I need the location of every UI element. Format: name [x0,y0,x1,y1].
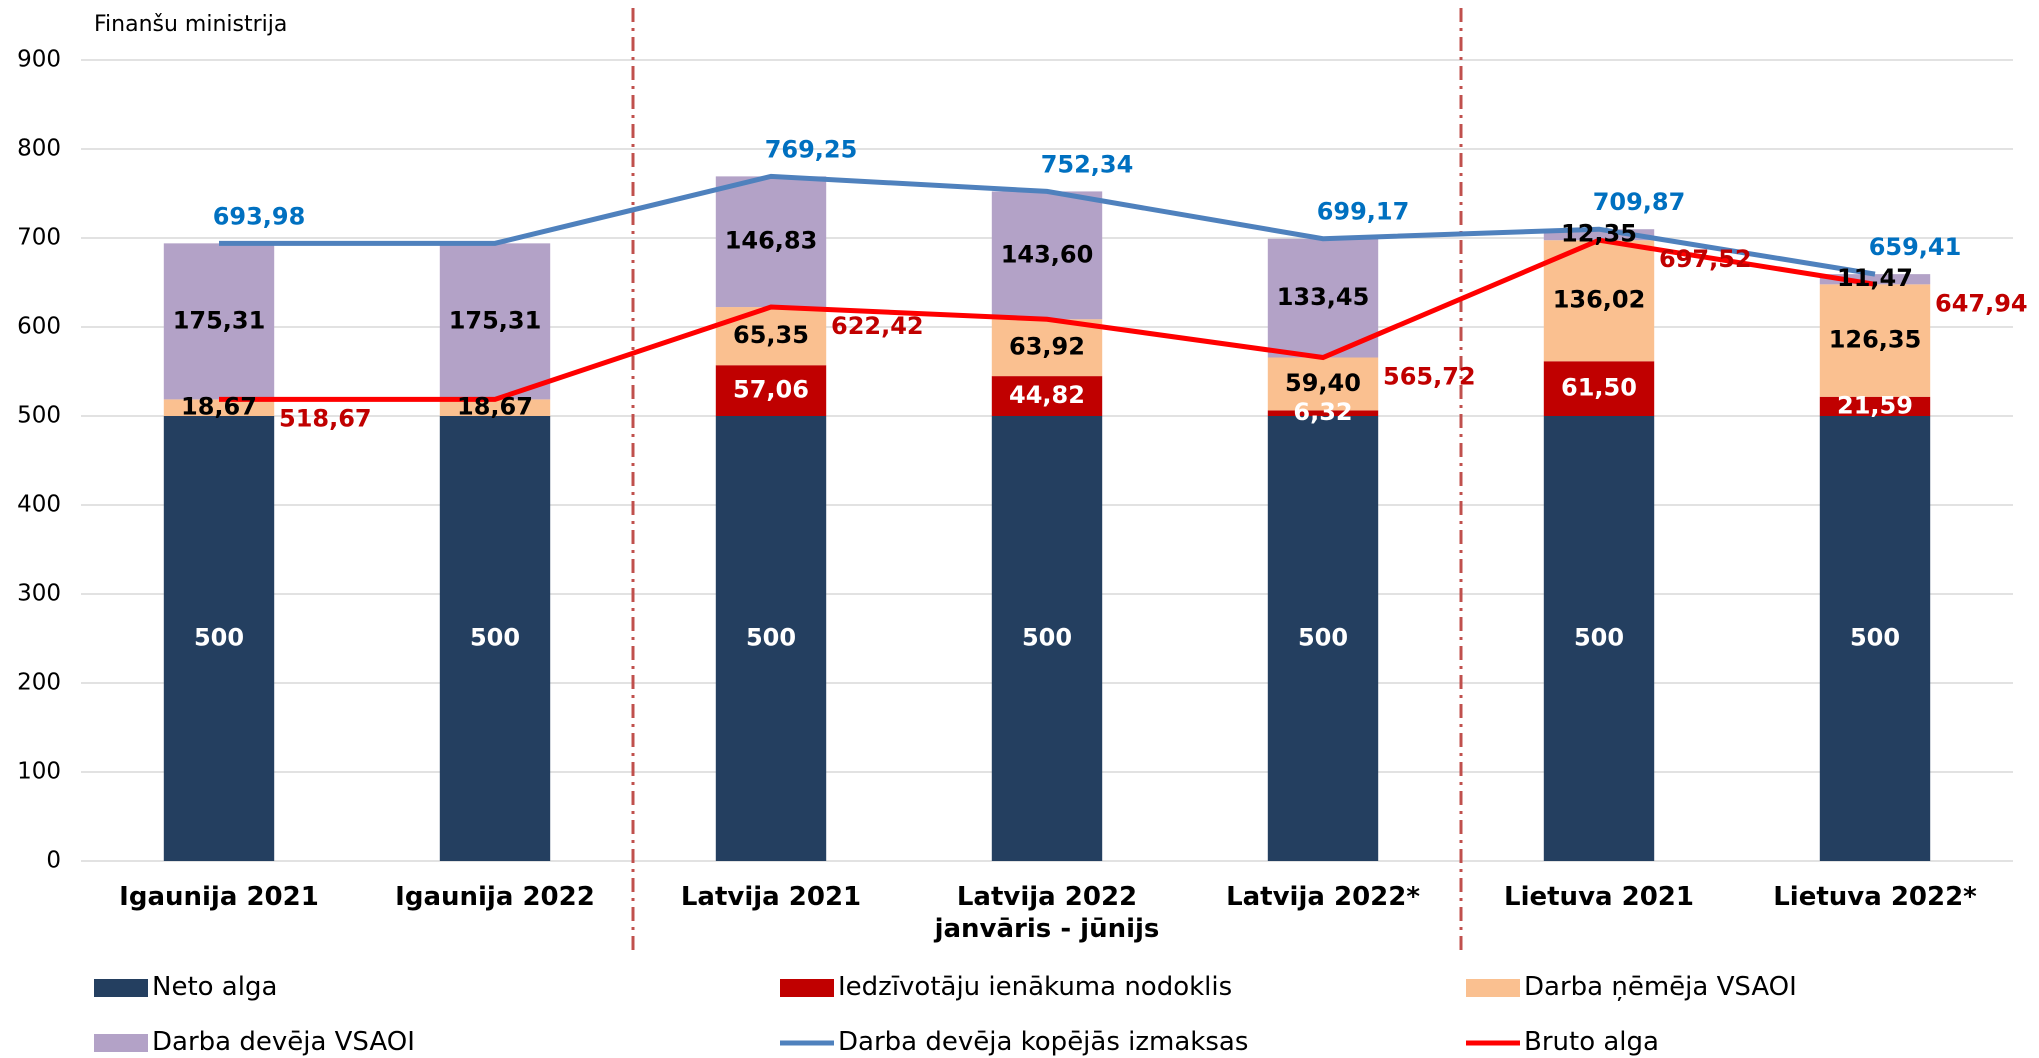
y-tick-label: 0 [46,848,61,874]
bar-segment [439,416,551,861]
bar-segment [715,365,827,416]
legend-label: Iedzīvotāju ienākuma nodoklis [838,972,1233,1002]
bar-segment [163,399,275,416]
x-tick-label: Lietuva 2021 [1504,882,1694,912]
bar-value-label: 61,50 [1561,374,1637,402]
bar-value-label: 175,31 [173,306,266,334]
bar-segment [991,319,1103,377]
line-value-label: 659,41 [1869,233,1962,261]
line-value-label: 752,34 [1041,150,1134,178]
x-tick-label: Lietuva 2022* [1773,882,1977,912]
bar-value-label: 126,35 [1829,326,1922,354]
bar-value-label: 57,06 [733,376,809,404]
y-tick-label: 100 [17,759,61,785]
line-value-label: 769,25 [765,135,858,163]
line-value-label: 693,98 [213,202,306,230]
legend-swatch [780,979,834,997]
bar-value-label: 136,02 [1553,286,1646,314]
y-tick-label: 700 [17,225,61,251]
line-value-label: 622,42 [831,312,924,340]
bar-value-label: 21,59 [1837,391,1913,419]
bar-value-label: 18,67 [181,393,257,421]
bar-segment [1267,357,1379,411]
line-value-label: 565,72 [1383,363,1476,391]
bar-segment [1543,361,1655,416]
bar-value-label: 500 [746,624,796,652]
bar-segment [1819,396,1931,416]
line-value-label: 518,67 [279,404,372,432]
x-tick-label: Igaunija 2021 [119,882,319,912]
y-tick-label: 400 [17,492,61,518]
x-tick-label: Igaunija 2022 [395,882,595,912]
line-value-label: 647,94 [1935,289,2028,317]
y-tick-label: 600 [17,314,61,340]
legend-label: Darba devēja VSAOI [152,1027,415,1057]
bar-segment [991,416,1103,861]
line-series [219,237,1876,402]
bar-segment [1543,416,1655,861]
bar-value-label: 133,45 [1277,283,1370,311]
bar-segment [715,176,827,308]
bar-value-label: 500 [470,624,520,652]
legend-swatch [94,1034,148,1052]
bar-value-label: 18,67 [457,393,533,421]
bar-segment [1819,284,1931,397]
bar-segment [991,376,1103,416]
y-tick-label: 900 [17,47,61,73]
bar-value-label: 143,60 [1001,240,1094,268]
bar-segment [1543,229,1655,241]
bar-value-label: 146,83 [725,227,818,255]
y-tick-label: 300 [17,581,61,607]
bar-value-label: 44,82 [1009,381,1085,409]
bar-segment [1819,274,1931,285]
bar-segment [1267,416,1379,861]
y-tick-label: 200 [17,670,61,696]
bar-value-label: 11,47 [1837,264,1913,292]
bar-segment [163,243,275,400]
line-value-label: 699,17 [1317,198,1410,226]
bar-value-label: 175,31 [449,306,542,334]
bar-segment [1267,410,1379,416]
bar-value-label: 59,40 [1285,369,1361,397]
y-tick-label: 500 [17,403,61,429]
legend-swatch [1466,979,1520,997]
bar-segment [1267,238,1379,358]
bar-segment [439,399,551,416]
bar-value-label: 500 [1850,624,1900,652]
legend-label: Bruto alga [1524,1027,1659,1057]
bar-value-label: 500 [194,624,244,652]
x-tick-label: Latvija 2022 janvāris - jūnijs [934,882,1160,944]
logo: Finanšu ministrija [94,12,287,37]
line-value-label: 697,52 [1659,245,1752,273]
bar-segment [163,416,275,861]
x-tick-label: Latvija 2022* [1226,882,1420,912]
bar-segment [1819,416,1931,861]
line-value-label: 709,87 [1593,188,1686,216]
x-tick-label: Latvija 2021 [680,882,862,912]
bar-value-label: 500 [1298,624,1348,652]
bar-value-label: 500 [1022,624,1072,652]
legend-label: Darba ņēmēja VSAOI [1524,972,1797,1002]
bar-value-label: 63,92 [1009,333,1085,361]
bar-value-label: 6,32 [1293,398,1352,426]
legend-swatch [94,979,148,997]
bar-segment [991,191,1103,320]
legend-label: Darba devēja kopējās izmaksas [838,1027,1249,1057]
bar-value-label: 12,35 [1561,220,1637,248]
bar-value-label: 500 [1574,624,1624,652]
y-tick-label: 800 [17,136,61,162]
legend-label: Neto alga [152,972,278,1002]
bar-segment [439,243,551,400]
bar-value-label: 65,35 [733,321,809,349]
bar-segment [1543,240,1655,362]
line-series [219,173,1876,277]
bar-segment [715,416,827,861]
